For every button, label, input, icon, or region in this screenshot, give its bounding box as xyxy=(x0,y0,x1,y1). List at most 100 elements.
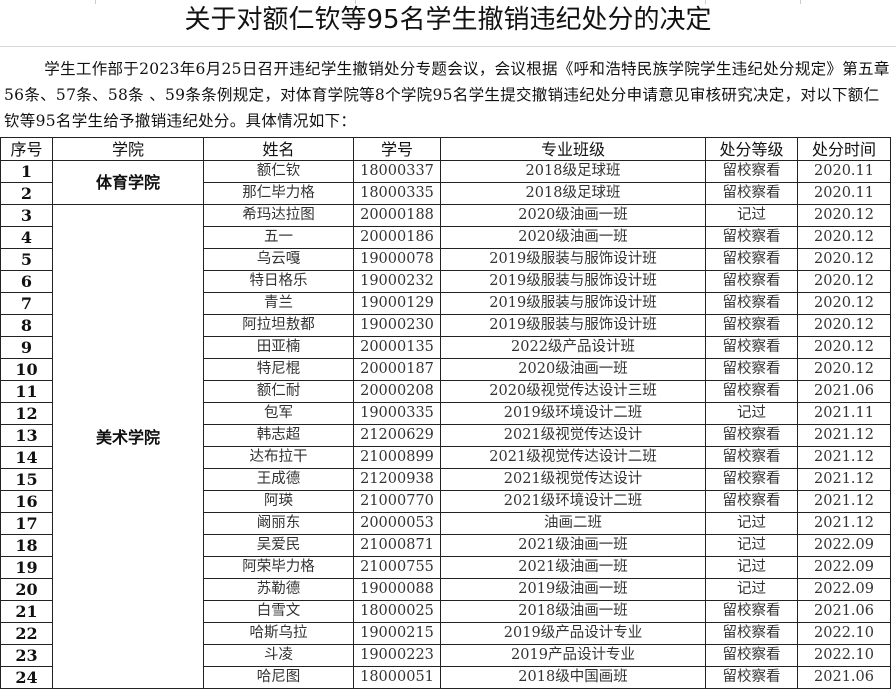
gridline xyxy=(705,0,706,4)
row-seq: 18 xyxy=(0,534,53,557)
table-row: 7 青兰 19000129 2019级服装与服饰设计班 留校察看 2020.12 xyxy=(0,292,891,315)
penalty-time: 2021.06 xyxy=(797,380,891,403)
row-seq: 11 xyxy=(0,380,53,403)
penalty-level: 留校察看 xyxy=(705,600,798,623)
major-class: 2018级足球班 xyxy=(440,182,706,205)
penalty-time: 2020.12 xyxy=(797,358,891,381)
penalty-level: 留校察看 xyxy=(705,446,798,469)
penalty-time: 2021.12 xyxy=(797,490,891,513)
penalty-time: 2020.12 xyxy=(797,270,891,293)
title-text: 关于对额仁钦等95名学生撤销违纪处分的决定 xyxy=(184,5,712,35)
table-row: 24 哈尼图 18000051 2018级中国画班 留校察看 2021.06 xyxy=(0,666,891,689)
gridline xyxy=(95,0,96,4)
penalty-level: 留校察看 xyxy=(705,424,798,447)
student-id: 20000208 xyxy=(353,380,441,403)
penalty-level: 留校察看 xyxy=(705,314,798,337)
table-row: 12 包军 19000335 2019级环境设计二班 记过 2021.11 xyxy=(0,402,891,425)
major-class: 2019级服装与服饰设计班 xyxy=(440,248,706,271)
student-name: 青兰 xyxy=(203,292,354,315)
penalty-time: 2021.12 xyxy=(797,424,891,447)
penalty-time: 2020.12 xyxy=(797,248,891,271)
penalty-level: 留校察看 xyxy=(705,622,798,645)
table-row: 15 王成德 21200938 2021级视觉传达设计 留校察看 2021.12 xyxy=(0,468,891,491)
student-name: 额仁耐 xyxy=(203,380,354,403)
penalty-time: 2021.12 xyxy=(797,512,891,535)
major-class: 2021级视觉传达设计 xyxy=(440,424,706,447)
student-id: 19000232 xyxy=(353,270,441,293)
penalty-time: 2020.11 xyxy=(797,182,891,205)
student-id: 20000186 xyxy=(353,226,441,249)
penalty-level: 记过 xyxy=(705,204,798,227)
student-name: 阿瑛 xyxy=(203,490,354,513)
row-seq: 22 xyxy=(0,622,53,645)
row-seq: 17 xyxy=(0,512,53,535)
penalty-level: 留校察看 xyxy=(705,468,798,491)
table-row: 5 乌云嘎 19000078 2019级服装与服饰设计班 留校察看 2020.12 xyxy=(0,248,891,271)
major-class: 2020级油画一班 xyxy=(440,204,706,227)
row-seq: 19 xyxy=(0,556,53,579)
penalty-time: 2021.06 xyxy=(797,600,891,623)
student-id: 19000088 xyxy=(353,578,441,601)
row-seq: 9 xyxy=(0,336,53,359)
student-name: 特日格乐 xyxy=(203,270,354,293)
penalty-level: 留校察看 xyxy=(705,644,798,667)
penalty-time: 2022.10 xyxy=(797,644,891,667)
student-id: 18000337 xyxy=(353,160,441,183)
table-row: 18 吴爱民 21000871 2021级油画一班 记过 2022.09 xyxy=(0,534,891,557)
penalty-level: 留校察看 xyxy=(705,490,798,513)
table-row: 11 额仁耐 20000208 2020级视觉传达设计三班 留校察看 2021.06 xyxy=(0,380,891,403)
penalty-time: 2020.11 xyxy=(797,160,891,183)
gridline xyxy=(800,0,801,4)
student-name: 韩志超 xyxy=(203,424,354,447)
row-seq: 24 xyxy=(0,666,53,689)
penalty-level: 记过 xyxy=(705,402,798,425)
row-seq: 1 xyxy=(0,160,53,183)
row-seq: 12 xyxy=(0,402,53,425)
penalty-level: 留校察看 xyxy=(705,160,798,183)
penalty-time: 2022.09 xyxy=(797,578,891,601)
student-name: 田亚楠 xyxy=(203,336,354,359)
student-id: 19000223 xyxy=(353,644,441,667)
penalty-level: 留校察看 xyxy=(705,292,798,315)
penalty-time: 2020.12 xyxy=(797,314,891,337)
row-seq: 3 xyxy=(0,204,53,227)
student-id: 21200938 xyxy=(353,468,441,491)
major-class: 2019级服装与服饰设计班 xyxy=(440,270,706,293)
penalty-time: 2022.09 xyxy=(797,534,891,557)
student-id: 18000335 xyxy=(353,182,441,205)
major-class: 2020级油画一班 xyxy=(440,226,706,249)
header-seq: 序号 xyxy=(0,137,53,161)
row-seq: 23 xyxy=(0,644,53,667)
penalty-level: 记过 xyxy=(705,578,798,601)
student-id: 19000129 xyxy=(353,292,441,315)
row-seq: 21 xyxy=(0,600,53,623)
penalty-time: 2022.09 xyxy=(797,556,891,579)
student-name: 达布拉干 xyxy=(203,446,354,469)
student-id: 20000187 xyxy=(353,358,441,381)
major-class: 2019级油画一班 xyxy=(440,578,706,601)
penalty-time: 2021.11 xyxy=(797,402,891,425)
document-title: 关于对额仁钦等95名学生撤销违纪处分的决定 xyxy=(0,0,896,47)
table-row: 22 哈斯乌拉 19000215 2019级产品设计专业 留校察看 2022.10 xyxy=(0,622,891,645)
penalty-time: 2022.10 xyxy=(797,622,891,645)
student-name: 哈尼图 xyxy=(203,666,354,689)
penalty-level: 留校察看 xyxy=(705,358,798,381)
header-level: 处分等级 xyxy=(705,137,798,161)
student-id: 21000899 xyxy=(353,446,441,469)
header-class: 专业班级 xyxy=(440,137,706,161)
college-cell: 体育学院 xyxy=(52,160,204,205)
student-name: 苏勒德 xyxy=(203,578,354,601)
penalty-time: 2021.12 xyxy=(797,468,891,491)
student-name: 阿荣毕力格 xyxy=(203,556,354,579)
penalty-level: 留校察看 xyxy=(705,182,798,205)
row-seq: 5 xyxy=(0,248,53,271)
student-id: 18000025 xyxy=(353,600,441,623)
student-id: 20000188 xyxy=(353,204,441,227)
student-name: 希玛达拉图 xyxy=(203,204,354,227)
header-name: 姓名 xyxy=(203,137,354,161)
row-seq: 10 xyxy=(0,358,53,381)
student-name: 阿拉坦敖都 xyxy=(203,314,354,337)
major-class: 2021级视觉传达设计 xyxy=(440,468,706,491)
table-header: 序号 学院 姓名 学号 专业班级 处分等级 处分时间 xyxy=(0,137,891,161)
row-seq: 7 xyxy=(0,292,53,315)
